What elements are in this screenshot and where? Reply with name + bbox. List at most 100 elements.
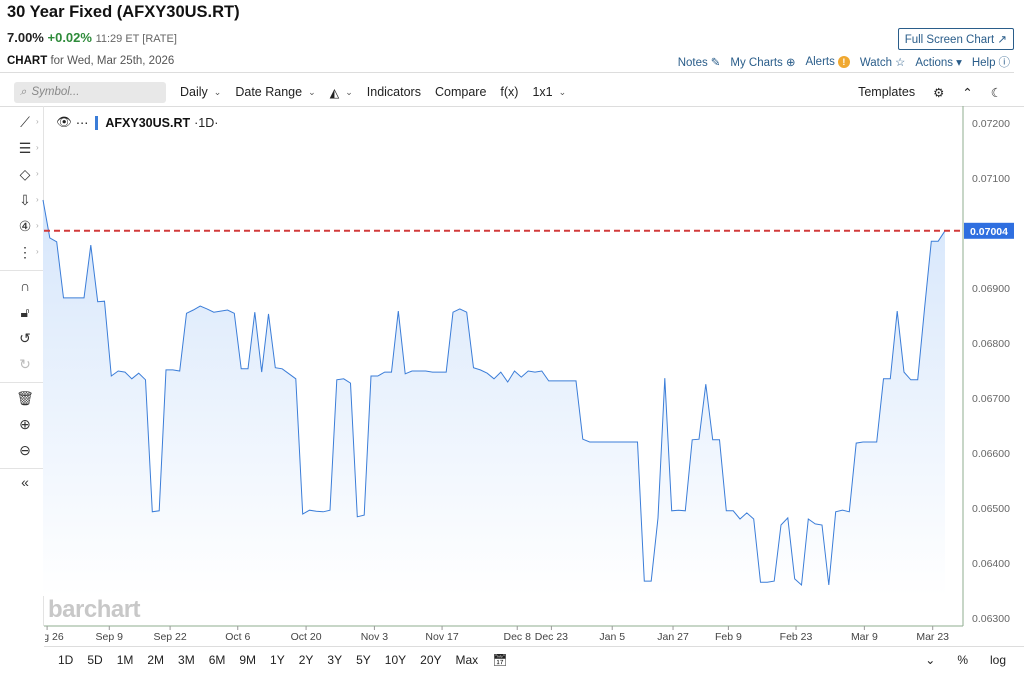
indicators-button[interactable]: Indicators — [366, 85, 421, 99]
arrow-tool-icon[interactable]: ⇩ › — [19, 192, 39, 208]
full-screen-chart-button[interactable]: Full Screen Chart ↗ — [897, 28, 1014, 50]
period-button-1y[interactable]: 1Y — [270, 653, 285, 667]
x-tick-label: Mar 23 — [916, 631, 949, 643]
period-button-3y[interactable]: 3Y — [327, 653, 343, 667]
templates-button[interactable]: Templates — [858, 85, 916, 99]
period-button-1d[interactable]: 1D — [58, 653, 74, 667]
y-tick-label: 0.06600 — [972, 448, 1010, 460]
notes-link[interactable]: Notes ✎ — [677, 57, 721, 69]
help-link[interactable]: Help ⓘ — [972, 54, 1010, 70]
date-range-dropdown[interactable]: Date Range ⌄ — [235, 85, 316, 99]
plus-circle-icon: ⊕ — [785, 57, 796, 69]
more-icon[interactable]: ⋯ — [75, 116, 89, 130]
x-tick-label: Feb 23 — [780, 631, 813, 643]
y-tick-label: 0.06500 — [972, 503, 1010, 515]
price-line — [42, 199, 946, 587]
chart-type-dropdown[interactable]: ◭ ⌄ — [330, 85, 353, 100]
y-tick-label: 0.07100 — [972, 173, 1010, 185]
trendline-tool-icon[interactable]: ⟋ › — [20, 114, 39, 130]
area-chart-icon: ◭ — [329, 85, 340, 100]
collapse-icon[interactable]: ⌃ — [962, 85, 973, 100]
edit-icon: ✎ — [710, 57, 721, 69]
period-button-5y[interactable]: 5Y — [356, 653, 371, 667]
settings-gear-icon[interactable]: ⚙ — [933, 85, 945, 100]
divider — [0, 468, 44, 469]
function-button[interactable]: f(x) — [500, 85, 519, 99]
x-tick-label: Nov 17 — [425, 631, 458, 643]
alerts-link[interactable]: Alerts! — [805, 56, 850, 68]
unlock-icon[interactable]: 🔓︎ — [20, 304, 30, 320]
last-price-label: 0.07004 — [970, 226, 1008, 238]
chart-toolbar: ⌕ Symbol... Daily ⌄ Date Range ⌄ ◭ ⌄ Indicat… — [0, 78, 1024, 106]
y-tick-label: 0.06900 — [972, 283, 1010, 295]
x-tick-label: Dec 23 — [535, 631, 568, 643]
chart-label: CHART — [7, 55, 48, 67]
period-button-2m[interactable]: 2M — [147, 653, 165, 667]
period-button-9m[interactable]: 9M — [239, 653, 257, 667]
period-button-2y[interactable]: 2Y — [298, 653, 314, 667]
chevron-down-icon: ⌄ — [345, 86, 353, 97]
percent-scale-toggle[interactable]: % — [957, 653, 968, 667]
zoom-out-icon[interactable]: ⊖ — [19, 442, 31, 458]
undo-icon[interactable]: ↺ — [19, 330, 31, 346]
calendar-icon[interactable]: 📅︎ — [492, 653, 508, 667]
chart-date-text: for Wed, Mar 25th, 2026 — [50, 55, 175, 67]
tick-clip — [0, 627, 45, 647]
interval-dropdown[interactable]: Daily ⌄ — [180, 85, 222, 99]
fib-tool-icon[interactable]: ☰ › — [18, 140, 39, 156]
x-tick-label: Sep 9 — [96, 631, 124, 643]
series-color-swatch — [95, 115, 99, 130]
chart-legend: 👁︎ ⋯ AFXY30US.RT ·1D· — [56, 115, 218, 130]
chevron-down-icon: ⌄ — [558, 86, 567, 97]
x-tick-label: Jan 5 — [599, 631, 625, 643]
layout-dropdown[interactable]: 1x1 ⌄ — [532, 85, 567, 99]
watch-link[interactable]: Watch ☆ — [859, 57, 906, 69]
x-tick-label: Dec 8 — [504, 631, 532, 643]
magnet-icon[interactable]: ∩ — [19, 278, 31, 294]
period-button-max[interactable]: Max — [455, 653, 479, 667]
chevron-down-icon: ⌄ — [213, 86, 222, 97]
period-button-3m[interactable]: 3M — [178, 653, 195, 667]
period-button-6m[interactable]: 6M — [208, 653, 226, 667]
barchart-logo: barchart — [48, 596, 141, 623]
period-button-20y[interactable]: 20Y — [420, 653, 442, 667]
pattern-tool-icon[interactable]: ⋮ › — [18, 244, 39, 260]
chevron-down-icon: ⌄ — [308, 86, 316, 97]
eye-icon[interactable]: 👁︎ — [56, 115, 72, 129]
zoom-in-icon[interactable]: ⊕ — [19, 416, 31, 432]
trash-icon[interactable]: 🗑︎ — [16, 390, 34, 406]
x-tick-label: Nov 3 — [361, 631, 389, 643]
y-tick-label: 0.06300 — [972, 613, 1010, 625]
period-button-1m[interactable]: 1M — [116, 653, 134, 667]
page-title: 30 Year Fixed (AFXY30US.RT) — [7, 3, 240, 21]
divider — [0, 382, 44, 383]
search-icon: ⌕ — [20, 85, 27, 98]
chart-date: CHART for Wed, Mar 25th, 2026 — [7, 55, 174, 67]
dark-mode-moon-icon[interactable]: ☾ — [990, 85, 1002, 100]
counter-tool-icon[interactable]: ④ › — [18, 218, 39, 234]
quote-line: 7.00% +0.02% 11:29 ET [RATE] — [7, 30, 177, 45]
collapse-toolbar-icon[interactable]: « — [21, 474, 29, 490]
last-price-badge — [964, 222, 1014, 239]
my-charts-link[interactable]: My Charts ⊕ — [730, 57, 796, 69]
alert-icon: ! — [837, 56, 850, 68]
x-tick-label: Oct 20 — [291, 631, 322, 643]
x-tick-label: Oct 6 — [225, 631, 250, 643]
last-price: 7.00% — [7, 30, 44, 45]
help-icon: ⓘ — [998, 57, 1011, 69]
expand-icon[interactable]: ⌄ — [925, 653, 936, 667]
quote-time: 11:29 ET [RATE] — [95, 33, 177, 45]
symbol-search-input[interactable]: ⌕ Symbol... — [14, 81, 166, 103]
legend-symbol: AFXY30US.RT — [105, 115, 191, 130]
log-scale-toggle[interactable]: log — [989, 653, 1006, 667]
compare-button[interactable]: Compare — [434, 85, 487, 99]
x-tick-label: Sep 22 — [153, 631, 186, 643]
period-button-10y[interactable]: 10Y — [384, 653, 407, 667]
period-button-5d[interactable]: 5D — [87, 653, 103, 667]
redo-icon[interactable]: ↻ — [19, 356, 31, 372]
x-tick-label: Mar 9 — [851, 631, 878, 643]
actions-menu[interactable]: Actions ▾ — [915, 57, 962, 69]
shape-tool-icon[interactable]: ◇ › — [19, 166, 39, 182]
star-icon: ☆ — [895, 57, 906, 69]
